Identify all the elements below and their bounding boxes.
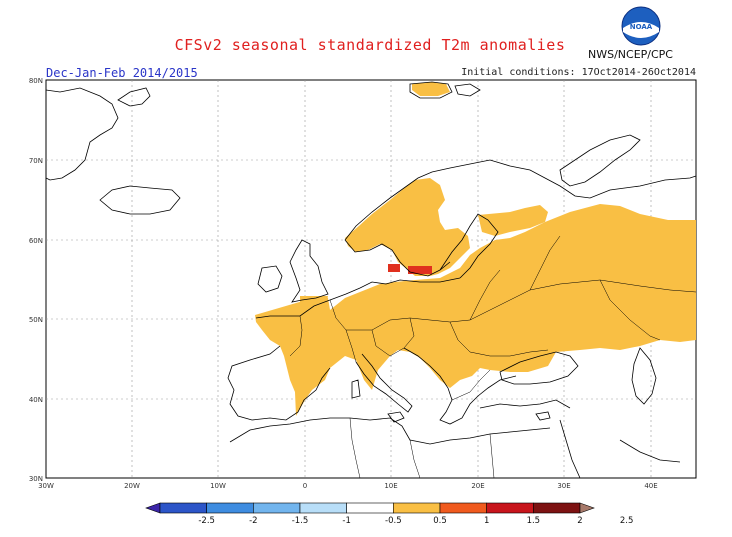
coastlines <box>45 81 697 479</box>
lon-tick: 10W <box>210 482 226 490</box>
colorbar-label: 2 <box>577 516 582 526</box>
country-borders <box>289 235 697 479</box>
lat-tick: 70N <box>29 157 43 165</box>
lon-tick: 10E <box>384 482 397 490</box>
initial-conditions-label: Initial conditions: 17Oct2014-26Oct2014 <box>461 67 696 78</box>
colorbar-label: -2 <box>249 516 257 526</box>
lat-tick: 30N <box>29 475 43 483</box>
colorbar-bin <box>439 502 487 514</box>
colorbar-label: 1 <box>484 516 489 526</box>
colorbar-bin <box>159 502 207 514</box>
colorbar-bin <box>486 502 534 514</box>
lon-ticks: 30W 20W 10W 0 10E 20E 30E 40E <box>38 482 658 490</box>
colorbar-bin <box>299 502 347 514</box>
lon-tick: 20W <box>124 482 140 490</box>
noaa-logo-text: NOAA <box>630 23 653 31</box>
lat-tick: 50N <box>29 316 43 324</box>
noaa-logo: NOAA <box>621 6 661 46</box>
anomaly-region-positive <box>255 82 696 416</box>
lat-tick: 60N <box>29 237 43 245</box>
colorbar-label: -0.5 <box>385 516 402 526</box>
colorbar-label: 1.5 <box>527 516 541 526</box>
lon-tick: 30W <box>38 482 54 490</box>
lat-ticks: 80N 70N 60N 50N 40N 30N <box>29 77 43 483</box>
lon-tick: 30E <box>557 482 570 490</box>
lat-tick: 80N <box>29 77 43 85</box>
map-title: CFSv2 seasonal standardized T2m anomalie… <box>174 36 566 54</box>
colorbar-bin <box>206 502 254 514</box>
colorbar: -2.5 -2 -1.5 -1 -0.5 0.5 1 1.5 2 2.5 <box>145 502 634 526</box>
colorbar-end-high <box>579 502 595 514</box>
period-label: Dec-Jan-Feb 2014/2015 <box>46 66 198 80</box>
lon-tick: 40E <box>644 482 657 490</box>
lon-tick: 20E <box>471 482 484 490</box>
colorbar-label: -1.5 <box>292 516 309 526</box>
colorbar-bin <box>253 502 301 514</box>
colorbar-label: 0.5 <box>433 516 447 526</box>
lat-tick: 40N <box>29 396 43 404</box>
colorbar-label: 2.5 <box>620 516 634 526</box>
colorbar-bin <box>393 502 441 514</box>
agency-label: NWS/NCEP/CPC <box>588 48 673 61</box>
anomaly-region-strong <box>388 264 432 274</box>
colorbar-bin <box>346 502 394 514</box>
colorbar-label: -2.5 <box>198 516 215 526</box>
colorbar-bin <box>533 502 581 514</box>
colorbar-end-low <box>145 502 161 514</box>
lon-tick: 0 <box>303 482 307 490</box>
colorbar-label: -1 <box>342 516 350 526</box>
